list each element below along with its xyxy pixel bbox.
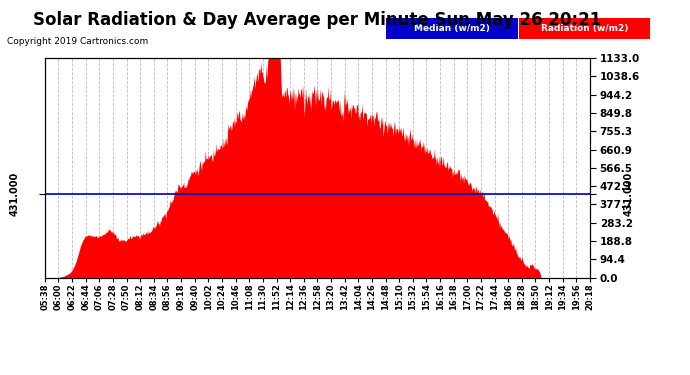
Text: Solar Radiation & Day Average per Minute Sun May 26 20:21: Solar Radiation & Day Average per Minute… [33, 11, 602, 29]
Text: Copyright 2019 Cartronics.com: Copyright 2019 Cartronics.com [7, 38, 148, 46]
Text: 431.000: 431.000 [624, 172, 634, 216]
Text: Median (w/m2): Median (w/m2) [414, 24, 490, 33]
Text: Radiation (w/m2): Radiation (w/m2) [541, 24, 628, 33]
